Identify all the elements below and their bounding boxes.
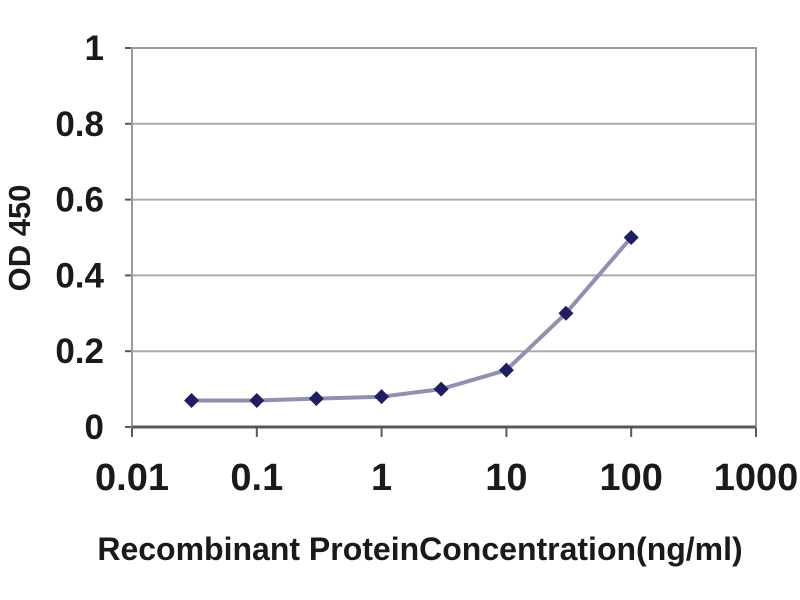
data-point-marker [433, 381, 449, 397]
x-tick-label: 100 [599, 457, 662, 499]
y-tick-label: 0.8 [55, 105, 104, 144]
data-point-marker [558, 305, 574, 321]
x-tick-label: 0.1 [230, 457, 283, 499]
x-tick-label: 1000 [714, 457, 799, 499]
y-tick-label: 0.2 [55, 332, 104, 371]
y-axis-tick-labels: 0 0.2 0.4 0.6 0.8 1 [55, 29, 104, 447]
plot-border [131, 47, 757, 429]
x-axis-tick-labels: 0.01 0.1 1 10 100 1000 [95, 457, 798, 499]
y-tick-label: 1 [85, 29, 104, 68]
y-tick-label: 0 [85, 408, 104, 447]
x-tick-label: 10 [485, 457, 527, 499]
x-tick-label: 0.01 [95, 457, 169, 499]
data-series [184, 230, 639, 408]
data-point-marker [498, 362, 514, 378]
gridlines [132, 47, 756, 428]
data-point-marker [249, 392, 265, 408]
series-line [189, 235, 634, 403]
plot-area-border [131, 47, 757, 428]
x-axis-title: Recombinant ProteinConcentration(ng/ml) [97, 531, 742, 567]
x-tick-label: 1 [371, 457, 392, 499]
data-point-marker [623, 230, 639, 245]
y-tick-label: 0.4 [55, 256, 104, 295]
y-tick-label: 0.6 [55, 181, 104, 220]
data-point-marker [374, 389, 390, 405]
y-axis-title: OD 450 [2, 185, 37, 292]
data-point-marker [184, 392, 200, 408]
data-point-marker [308, 391, 324, 407]
axis-ticks [125, 47, 757, 437]
